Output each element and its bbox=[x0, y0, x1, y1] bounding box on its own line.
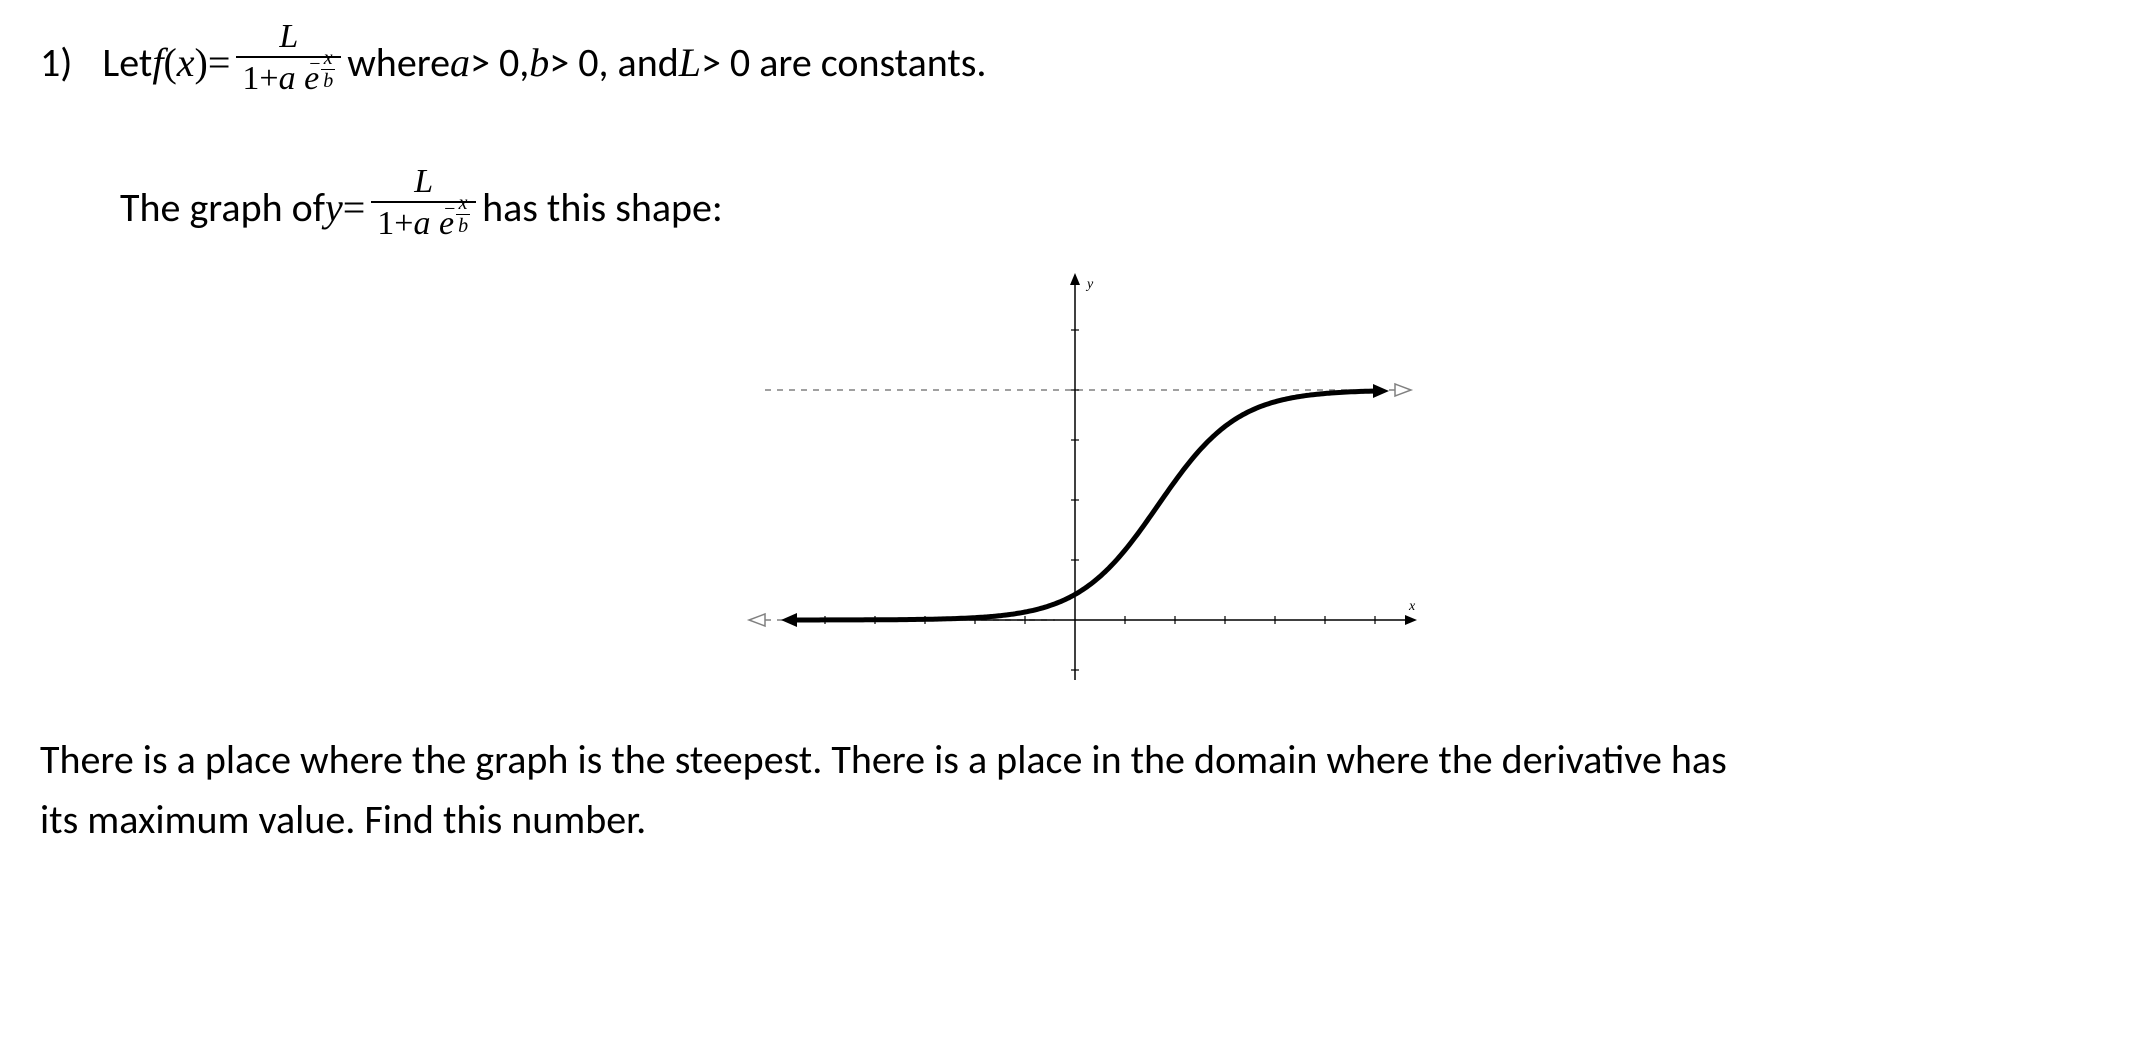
math-equals-2: = bbox=[343, 184, 366, 232]
text-let: Let bbox=[102, 39, 152, 87]
fraction-1: L 1+ a e − x b bbox=[236, 20, 341, 105]
svg-text:x: x bbox=[1408, 599, 1416, 614]
text-has-shape: has this shape: bbox=[482, 184, 723, 232]
fraction-1-numerator: L bbox=[273, 20, 304, 56]
den-1plus: 1+ bbox=[242, 62, 278, 96]
svg-text:y: y bbox=[1085, 277, 1094, 292]
fraction-1-denominator: 1+ a e − x b bbox=[236, 56, 341, 105]
problem-line-2: The graph of y = L 1+ a e − x b has this… bbox=[120, 165, 2110, 250]
problem-text: There is a place where the graph is the … bbox=[40, 730, 2110, 850]
math-open-paren: ( bbox=[163, 39, 176, 87]
fraction-2-numerator: L bbox=[408, 165, 439, 201]
chart-container: yx bbox=[40, 270, 2110, 700]
math-equals: = bbox=[208, 39, 231, 87]
text-where: where bbox=[347, 39, 450, 87]
math-a: a bbox=[450, 39, 470, 87]
exponent-1: − x b bbox=[321, 48, 335, 91]
problem-line-1: 1) Let f ( x ) = L 1+ a e − x b where a … bbox=[40, 20, 2110, 105]
exponent-2: − x b bbox=[456, 193, 470, 236]
fraction-2-denominator: 1+ a e − x b bbox=[371, 201, 476, 250]
exp-top: x bbox=[322, 48, 335, 69]
problem-text-line-1: There is a place where the graph is the … bbox=[40, 730, 2110, 790]
question-number: 1) bbox=[40, 39, 72, 87]
text-gt0-1: > 0, bbox=[470, 39, 529, 87]
text-gt0-2: > 0, and bbox=[549, 39, 678, 87]
exp2-bot: b bbox=[456, 214, 470, 236]
math-L: L bbox=[679, 39, 701, 87]
math-b: b bbox=[529, 39, 549, 87]
math-f: f bbox=[152, 39, 163, 87]
fraction-2: L 1+ a e − x b bbox=[371, 165, 476, 250]
math-close-paren: ) bbox=[195, 39, 208, 87]
math-x: x bbox=[177, 39, 195, 87]
exp-neg: − bbox=[309, 54, 320, 74]
text-gt0-3: > 0 are constants. bbox=[701, 39, 987, 87]
den2-1plus: 1+ bbox=[377, 207, 413, 241]
exp-bot: b bbox=[321, 69, 335, 91]
exp2-neg: − bbox=[444, 199, 455, 219]
math-y: y bbox=[325, 184, 343, 232]
exp2-top: x bbox=[457, 193, 470, 214]
text-graph-of: The graph of bbox=[120, 184, 325, 232]
page: 1) Let f ( x ) = L 1+ a e − x b where a … bbox=[0, 0, 2150, 1041]
logistic-chart: yx bbox=[725, 270, 1425, 700]
problem-text-line-2: its maximum value. Find this number. bbox=[40, 790, 2110, 850]
